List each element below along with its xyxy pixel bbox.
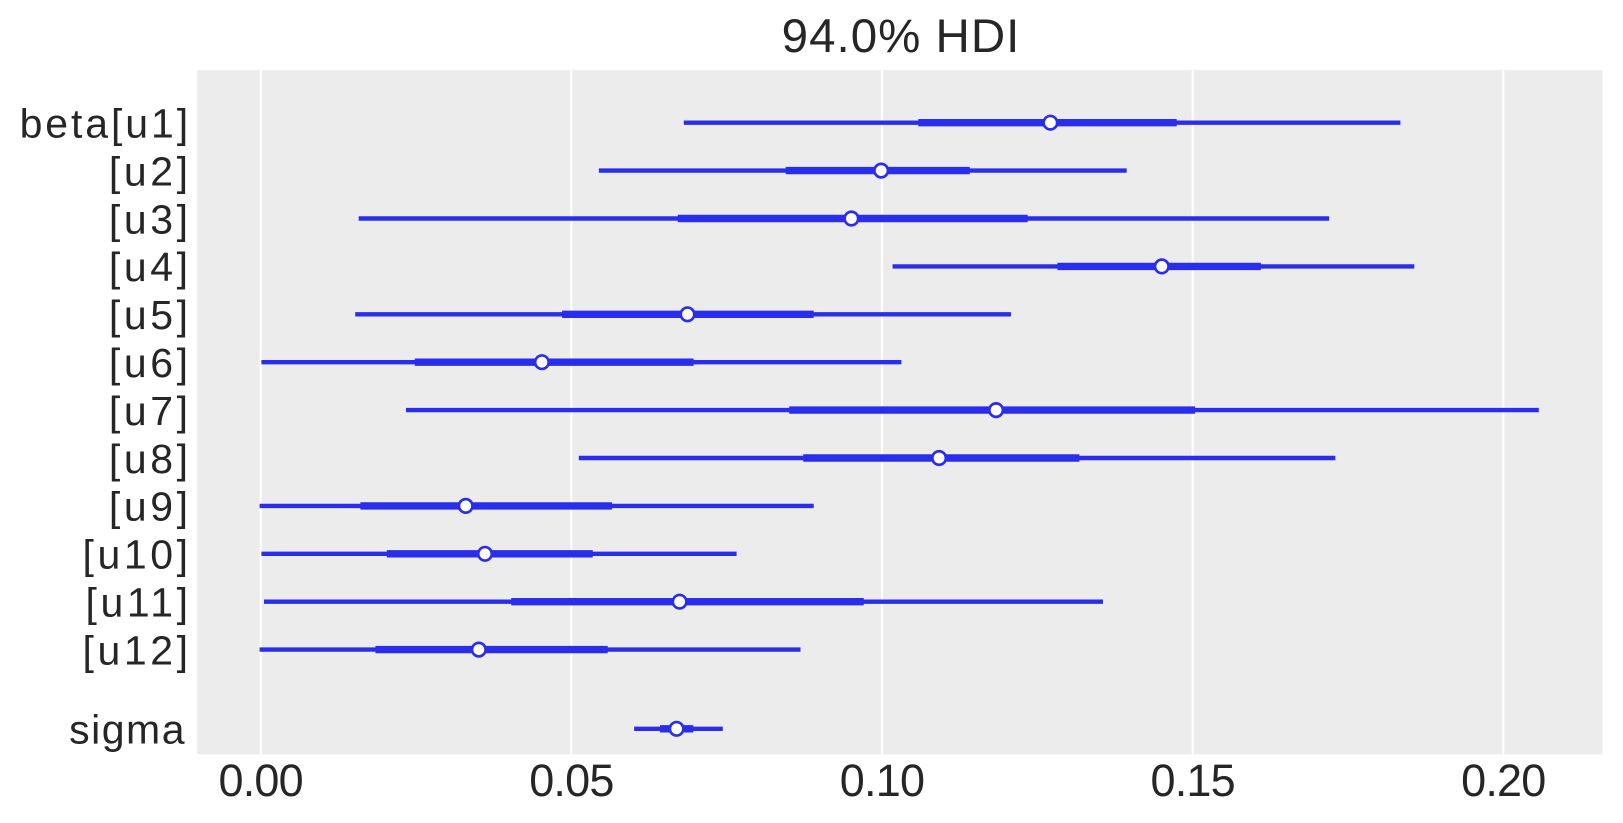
svg-text:0.20: 0.20: [1461, 755, 1545, 806]
svg-text:0.05: 0.05: [529, 755, 613, 806]
svg-text:[u3]: [u3]: [109, 196, 192, 242]
svg-text:[u8]: [u8]: [109, 436, 192, 482]
svg-text:0.00: 0.00: [219, 755, 303, 806]
svg-text:[u9]: [u9]: [109, 484, 192, 530]
svg-text:0.10: 0.10: [840, 755, 924, 806]
svg-text:sigma: sigma: [69, 707, 186, 753]
svg-text:[u6]: [u6]: [109, 340, 192, 386]
svg-text:[u7]: [u7]: [109, 388, 192, 434]
svg-text:94.0% HDI: 94.0% HDI: [782, 10, 1021, 63]
svg-text:[u11]: [u11]: [86, 580, 192, 626]
svg-text:[u12]: [u12]: [82, 627, 191, 673]
svg-text:[u5]: [u5]: [109, 292, 192, 338]
svg-text:[u4]: [u4]: [109, 244, 192, 290]
svg-text:[u10]: [u10]: [82, 532, 191, 578]
svg-text:[u2]: [u2]: [109, 148, 192, 194]
svg-text:beta[u1]: beta[u1]: [20, 101, 191, 147]
svg-text:0.15: 0.15: [1151, 755, 1235, 806]
